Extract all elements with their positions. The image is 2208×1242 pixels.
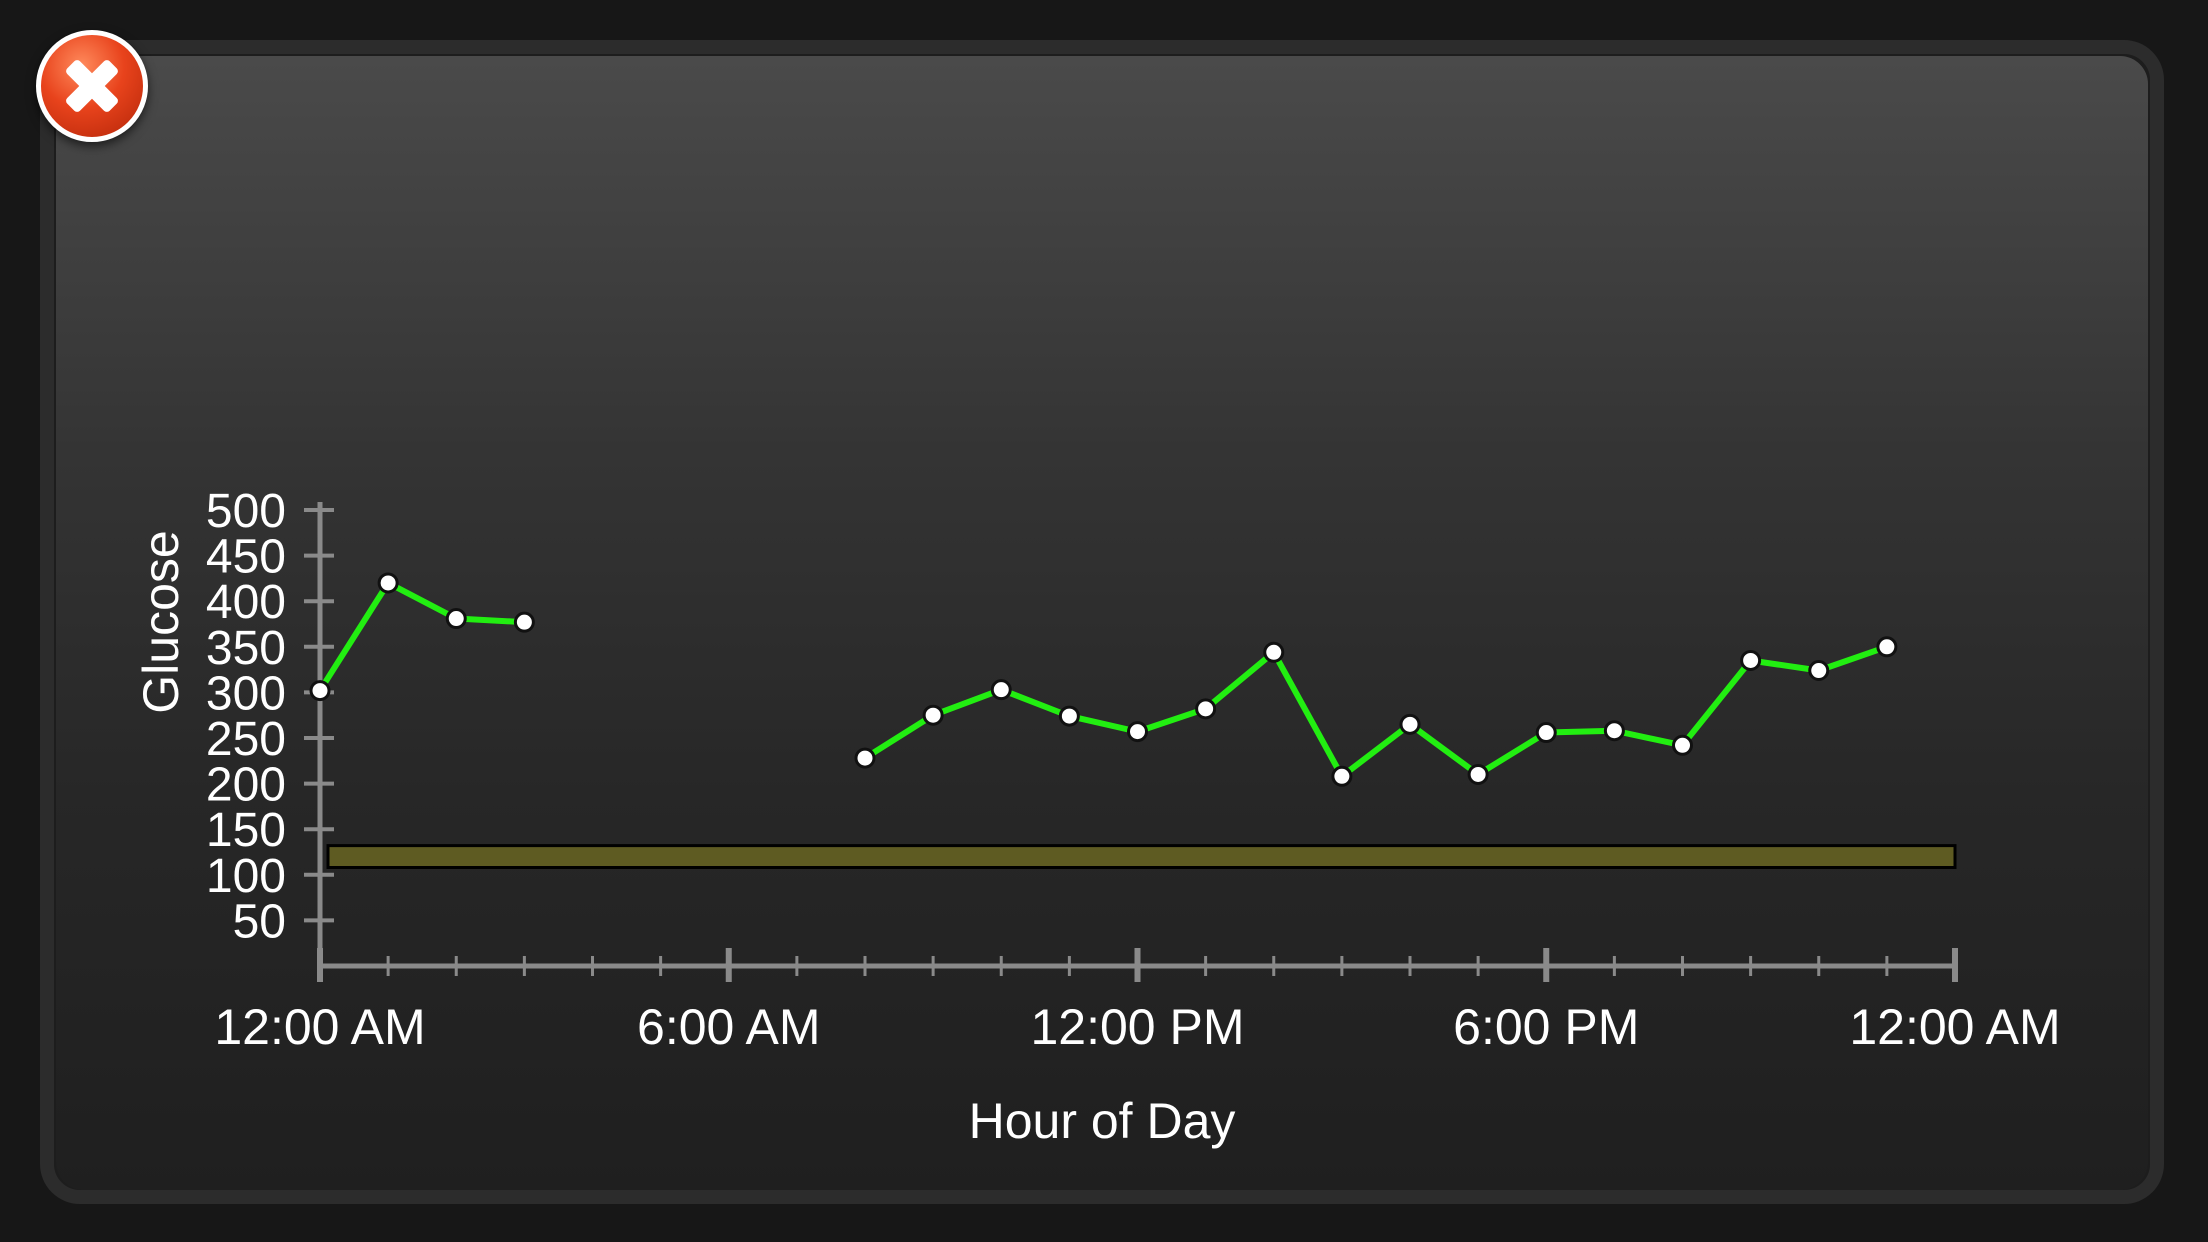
glucose-point	[1399, 713, 1421, 735]
glucose-point	[1058, 705, 1080, 727]
glucose-point	[1808, 660, 1830, 682]
glucose-point	[1876, 636, 1898, 658]
x-axis-title: Hour of Day	[969, 1093, 1236, 1149]
glucose-point	[1331, 765, 1353, 787]
y-tick-label: 450	[206, 531, 286, 584]
glucose-point	[377, 572, 399, 594]
glucose-point	[1535, 722, 1557, 744]
y-axis-title: Glucose	[133, 530, 189, 713]
glucose-point	[1263, 641, 1285, 663]
x-tick-label: 6:00 PM	[1453, 999, 1639, 1055]
glucose-point	[1467, 763, 1489, 785]
target-range-band	[326, 844, 1957, 870]
x-tick-label: 12:00 AM	[214, 999, 425, 1055]
glucose-point	[1195, 698, 1217, 720]
close-icon[interactable]	[36, 30, 148, 142]
chart-background	[56, 56, 2148, 1190]
glucose-line	[317, 579, 528, 694]
glucose-point	[854, 747, 876, 769]
glucose-point	[445, 608, 467, 630]
glucose-point	[1672, 734, 1693, 756]
x-tick-label: 12:00 AM	[1849, 999, 2060, 1055]
y-tick-label: 50	[233, 895, 286, 948]
y-tick-label: 200	[206, 759, 286, 812]
glucose-point	[309, 680, 331, 702]
y-tick-label: 400	[206, 576, 286, 629]
y-tick-label: 500	[206, 485, 286, 538]
y-tick-label: 250	[206, 713, 286, 766]
y-tick-label: 100	[206, 850, 286, 903]
glucose-point	[1740, 649, 1762, 671]
y-tick-label: 350	[206, 622, 286, 675]
y-tick-label: 300	[206, 667, 286, 720]
glucose-point	[990, 679, 1012, 701]
glucose-point	[1127, 721, 1148, 743]
x-tick-label: 6:00 AM	[637, 999, 820, 1055]
x-tick-label: 12:00 PM	[1030, 999, 1244, 1055]
glucose-point	[513, 611, 535, 633]
y-tick-label: 150	[206, 804, 286, 857]
glucose-line	[862, 643, 1890, 780]
glucose-point	[1603, 720, 1625, 742]
glucose-point	[922, 704, 944, 726]
